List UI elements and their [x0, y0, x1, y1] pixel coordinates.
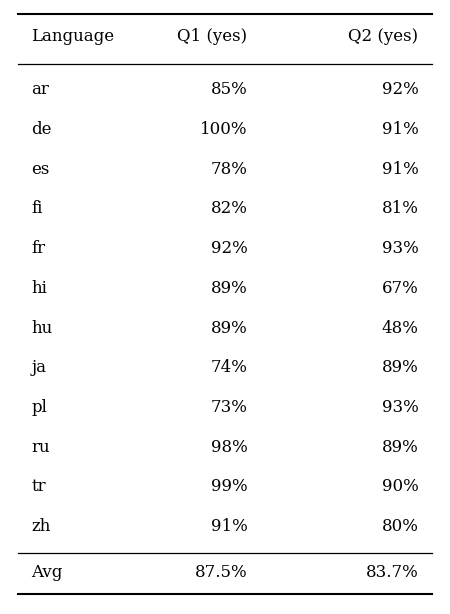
Text: 91%: 91%	[211, 518, 248, 535]
Text: 74%: 74%	[211, 359, 248, 376]
Text: 80%: 80%	[382, 518, 418, 535]
Text: ja: ja	[32, 359, 46, 376]
Text: 82%: 82%	[211, 200, 248, 217]
Text: 83.7%: 83.7%	[366, 564, 418, 581]
Text: tr: tr	[32, 478, 46, 495]
Text: ar: ar	[32, 81, 50, 98]
Text: ru: ru	[32, 438, 50, 456]
Text: zh: zh	[32, 518, 51, 535]
Text: 93%: 93%	[382, 399, 418, 416]
Text: 89%: 89%	[211, 319, 248, 336]
Text: 91%: 91%	[382, 161, 418, 178]
Text: 48%: 48%	[382, 319, 418, 336]
Text: hi: hi	[32, 280, 47, 297]
Text: 91%: 91%	[382, 121, 418, 138]
Text: 89%: 89%	[382, 438, 418, 456]
Text: hu: hu	[32, 319, 53, 336]
Text: 78%: 78%	[211, 161, 248, 178]
Text: 87.5%: 87.5%	[195, 564, 248, 581]
Text: 89%: 89%	[211, 280, 248, 297]
Text: 92%: 92%	[211, 240, 248, 257]
Text: 90%: 90%	[382, 478, 418, 495]
Text: 81%: 81%	[382, 200, 418, 217]
Text: Avg: Avg	[32, 564, 63, 581]
Text: 98%: 98%	[211, 438, 248, 456]
Text: fi: fi	[32, 200, 43, 217]
Text: de: de	[32, 121, 52, 138]
Text: Q2 (yes): Q2 (yes)	[348, 28, 418, 45]
Text: Q1 (yes): Q1 (yes)	[177, 28, 248, 45]
Text: fr: fr	[32, 240, 45, 257]
Text: 67%: 67%	[382, 280, 418, 297]
Text: 92%: 92%	[382, 81, 418, 98]
Text: pl: pl	[32, 399, 47, 416]
Text: 100%: 100%	[200, 121, 248, 138]
Text: 85%: 85%	[211, 81, 248, 98]
Text: Language: Language	[32, 28, 115, 45]
Text: 93%: 93%	[382, 240, 418, 257]
Text: 89%: 89%	[382, 359, 418, 376]
Text: es: es	[32, 161, 50, 178]
Text: 73%: 73%	[211, 399, 248, 416]
Text: 99%: 99%	[211, 478, 248, 495]
